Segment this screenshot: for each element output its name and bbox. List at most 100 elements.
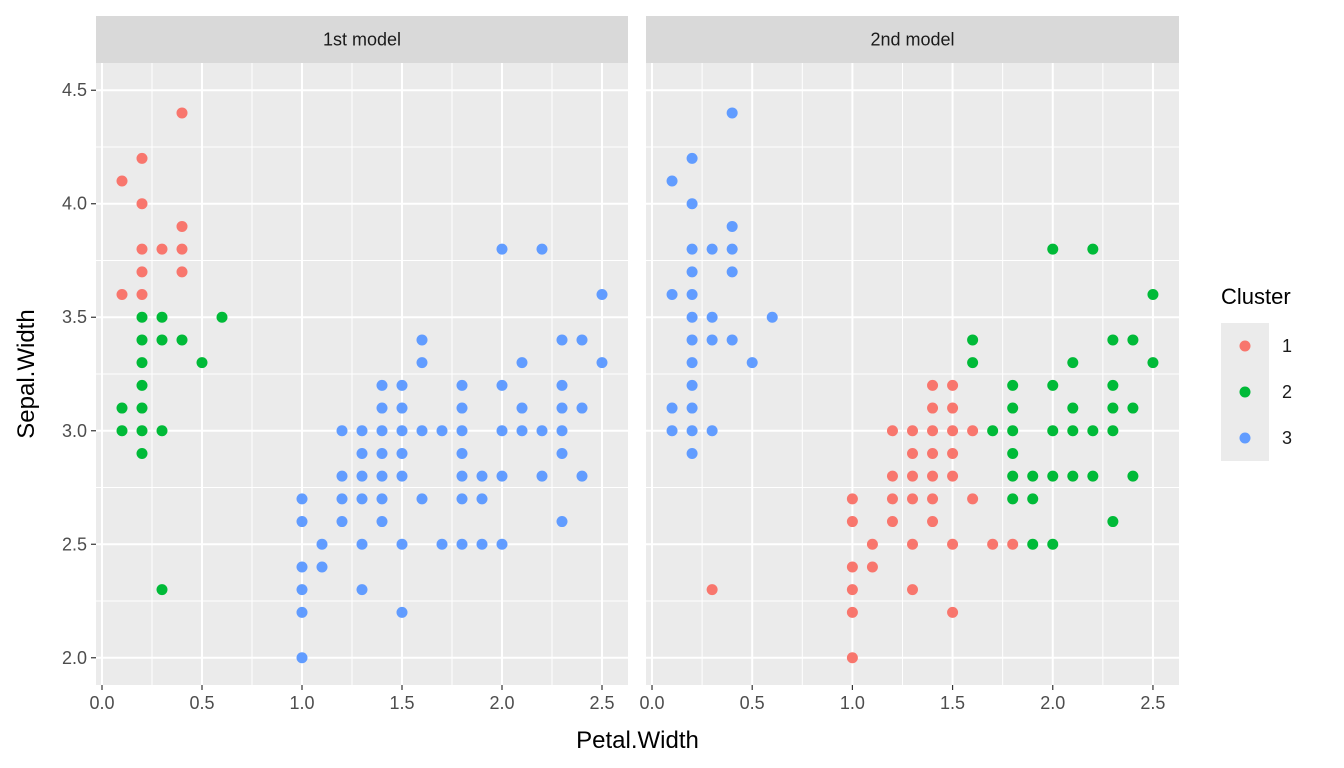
data-point-cluster-1 (927, 379, 939, 391)
data-point-cluster-1 (136, 243, 148, 255)
data-point-cluster-3 (496, 470, 508, 482)
data-point-cluster-3 (456, 447, 468, 459)
data-point-cluster-3 (686, 402, 698, 414)
data-point-cluster-2 (967, 334, 979, 346)
data-point-cluster-3 (356, 447, 368, 459)
data-point-cluster-2 (156, 425, 168, 437)
data-point-cluster-1 (927, 516, 939, 528)
data-point-cluster-3 (356, 493, 368, 505)
data-point-cluster-1 (866, 561, 878, 573)
panel-strip (96, 16, 628, 63)
data-point-cluster-3 (536, 470, 548, 482)
data-point-cluster-1 (176, 243, 188, 255)
data-point-cluster-1 (947, 425, 959, 437)
panel-strip (646, 16, 1179, 63)
y-axis-title: Sepal.Width (13, 309, 40, 438)
data-point-cluster-2 (1107, 334, 1119, 346)
data-point-cluster-3 (376, 516, 388, 528)
data-point-cluster-3 (296, 561, 308, 573)
data-point-cluster-1 (907, 538, 918, 550)
data-point-cluster-3 (556, 447, 568, 459)
x-tick-label: 0.0 (89, 693, 114, 713)
data-point-cluster-2 (116, 425, 128, 437)
x-tick-label: 0.0 (639, 693, 664, 713)
data-point-cluster-3 (706, 425, 718, 437)
data-point-cluster-3 (376, 379, 388, 391)
data-point-cluster-3 (686, 311, 698, 323)
data-point-cluster-1 (927, 425, 939, 437)
data-point-cluster-1 (846, 493, 858, 505)
data-point-cluster-3 (556, 516, 568, 528)
data-point-cluster-3 (746, 357, 758, 369)
data-point-cluster-3 (356, 584, 368, 596)
data-point-cluster-1 (846, 606, 858, 618)
legend-label: 2 (1282, 382, 1292, 402)
data-point-cluster-3 (356, 470, 368, 482)
data-point-cluster-2 (987, 425, 999, 437)
data-point-cluster-3 (666, 175, 678, 187)
data-point-cluster-2 (1027, 538, 1039, 550)
x-axis-title: Petal.Width (576, 727, 699, 754)
data-point-cluster-2 (136, 402, 148, 414)
data-point-cluster-3 (576, 402, 588, 414)
panel-1: 1st model 0.0 0.5 1.0 1.5 2.0 2.5 (89, 16, 628, 713)
data-point-cluster-2 (136, 425, 148, 437)
data-point-cluster-1 (706, 584, 718, 596)
data-point-cluster-1 (947, 447, 959, 459)
data-point-cluster-1 (846, 584, 858, 596)
data-point-cluster-3 (396, 402, 408, 414)
x-tick-label: 1.5 (389, 693, 414, 713)
x-tick-label: 2.0 (489, 693, 514, 713)
data-point-cluster-3 (416, 357, 428, 369)
data-point-cluster-3 (556, 334, 568, 346)
data-point-cluster-3 (596, 289, 608, 301)
data-point-cluster-3 (726, 334, 738, 346)
data-point-cluster-1 (176, 266, 188, 278)
data-point-cluster-3 (476, 493, 488, 505)
data-point-cluster-3 (376, 493, 388, 505)
data-point-cluster-2 (1127, 470, 1139, 482)
data-point-cluster-2 (216, 311, 228, 323)
data-point-cluster-2 (1007, 470, 1019, 482)
data-point-cluster-1 (907, 425, 918, 437)
panel-title: 1st model (323, 30, 401, 50)
x-tick-label: 0.5 (740, 693, 765, 713)
data-point-cluster-3 (686, 379, 698, 391)
data-point-cluster-3 (416, 425, 428, 437)
data-point-cluster-3 (576, 334, 588, 346)
data-point-cluster-3 (726, 266, 738, 278)
data-point-cluster-3 (496, 379, 508, 391)
data-point-cluster-3 (456, 470, 468, 482)
legend-label: 3 (1282, 428, 1292, 448)
data-point-cluster-3 (476, 538, 488, 550)
panel-2: 2nd model 0.0 0.5 1.0 1.5 2.0 2.5 (639, 16, 1179, 713)
data-point-cluster-3 (416, 493, 428, 505)
data-point-cluster-2 (176, 334, 188, 346)
data-point-cluster-1 (907, 493, 918, 505)
data-point-cluster-1 (927, 470, 939, 482)
legend-key-3 (1239, 432, 1251, 444)
data-point-cluster-2 (1047, 470, 1059, 482)
data-point-cluster-3 (496, 425, 508, 437)
data-point-cluster-3 (706, 334, 718, 346)
data-point-cluster-2 (1067, 425, 1079, 437)
data-point-cluster-1 (947, 402, 959, 414)
data-point-cluster-2 (1087, 470, 1099, 482)
data-point-cluster-1 (846, 561, 858, 573)
data-point-cluster-1 (967, 425, 979, 437)
x-tick-label: 0.5 (189, 693, 214, 713)
y-tick-label: 3.0 (62, 421, 87, 441)
data-point-cluster-2 (1067, 470, 1079, 482)
data-point-cluster-3 (336, 425, 348, 437)
panel-title: 2nd model (870, 30, 954, 50)
data-point-cluster-3 (666, 425, 678, 437)
data-point-cluster-1 (907, 470, 918, 482)
data-point-cluster-3 (396, 606, 408, 618)
data-point-cluster-2 (1007, 425, 1019, 437)
data-point-cluster-2 (1107, 379, 1119, 391)
data-point-cluster-1 (176, 220, 188, 232)
x-tick-label: 2.5 (1140, 693, 1165, 713)
data-point-cluster-1 (846, 516, 858, 528)
